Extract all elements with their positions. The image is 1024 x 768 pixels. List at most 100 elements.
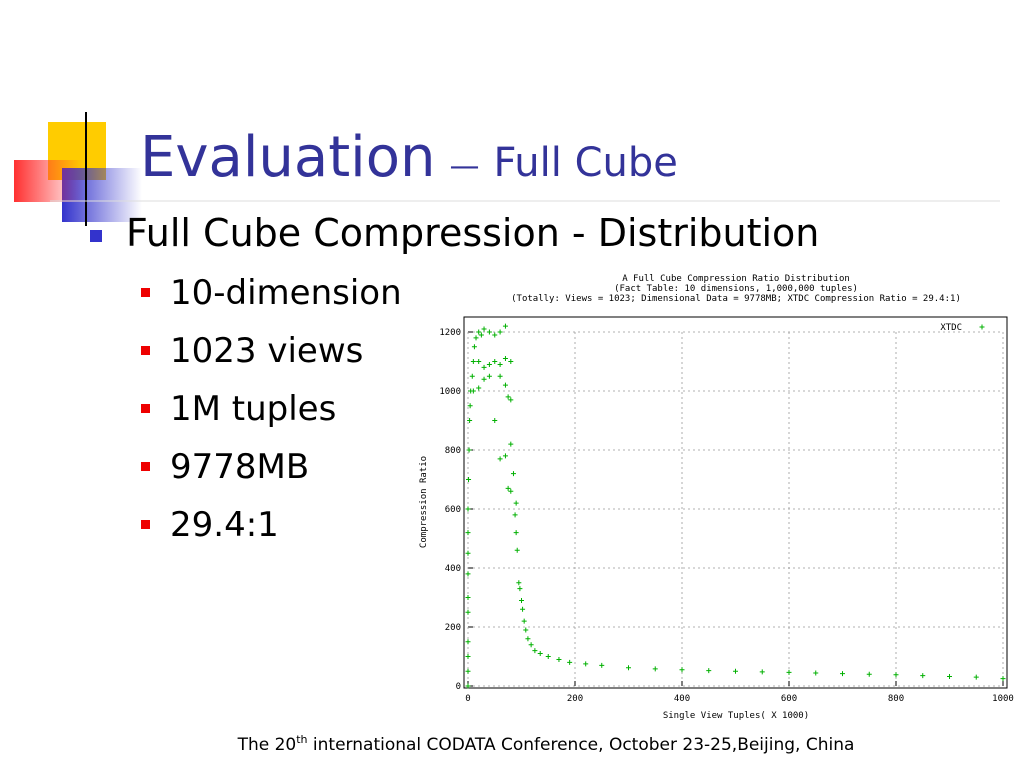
y-tick-label: 200 (445, 623, 461, 633)
point (497, 361, 503, 367)
point (517, 586, 523, 592)
subbullet-marker (141, 520, 150, 529)
point (893, 672, 899, 678)
point (497, 373, 503, 379)
footer: The 20th international CODATA Conference… (237, 733, 855, 755)
point (652, 666, 658, 672)
y-tick-label: 0 (456, 682, 461, 692)
point (508, 359, 514, 364)
point (465, 595, 471, 600)
chart-title: (Totally: Views = 1023; Dimensional Data… (511, 294, 961, 304)
point (502, 382, 508, 388)
decoration (14, 112, 1000, 226)
point (556, 656, 562, 662)
subbullet: 1M tuples (170, 389, 336, 429)
point (521, 618, 527, 624)
point (1000, 676, 1006, 682)
legend-marker (979, 324, 985, 330)
point (973, 674, 979, 680)
point (473, 335, 479, 341)
point (492, 359, 498, 364)
point (532, 648, 538, 654)
point (476, 359, 482, 364)
point (516, 580, 522, 586)
x-tick-label: 1000 (992, 694, 1014, 704)
point (465, 654, 471, 659)
point (520, 606, 526, 612)
point (759, 669, 765, 675)
point (505, 485, 511, 491)
point (476, 329, 482, 335)
point (465, 506, 471, 512)
subbullet-marker (141, 462, 150, 471)
subbullet: 10-dimension (170, 273, 402, 313)
point (512, 512, 518, 518)
point (508, 397, 514, 403)
point (492, 332, 498, 338)
subbullet-marker (141, 404, 150, 413)
point (465, 683, 471, 689)
point (467, 418, 473, 423)
x-tick-label: 600 (781, 694, 797, 704)
point (513, 500, 519, 506)
point (465, 668, 471, 674)
point (469, 373, 475, 379)
y-axis-label: Compression Ratio (419, 456, 429, 548)
subbullet: 1023 views (170, 331, 363, 371)
point (545, 654, 551, 659)
point (537, 651, 543, 657)
point (525, 636, 531, 642)
point (486, 329, 492, 335)
chart-title: (Fact Table: 10 dimensions, 1,000,000 tu… (614, 284, 858, 294)
bullet: Full Cube Compression - Distribution (126, 211, 819, 255)
plot-frame (463, 316, 1008, 689)
point (466, 477, 472, 482)
point (519, 597, 524, 603)
legend-label: XTDC (940, 323, 962, 333)
point (497, 329, 503, 335)
point (505, 394, 511, 400)
point (471, 344, 477, 350)
y-tick-label: 400 (445, 564, 461, 574)
point (502, 356, 508, 362)
point (492, 418, 498, 423)
subbullet: 29.4:1 (170, 505, 279, 545)
point (470, 388, 476, 394)
point (481, 376, 487, 382)
point (733, 668, 738, 674)
x-tick-label: 800 (888, 694, 904, 704)
point (478, 332, 484, 338)
point (467, 403, 473, 409)
point (465, 571, 471, 577)
point (486, 361, 492, 367)
point (599, 662, 605, 668)
y-tick-label: 600 (445, 505, 461, 515)
point (706, 668, 712, 674)
point (481, 364, 487, 370)
y-tick-label: 1000 (439, 387, 461, 397)
subbullet: 9778MB (170, 447, 309, 487)
subbullet-marker (141, 346, 150, 355)
point (513, 530, 519, 536)
point (508, 441, 514, 447)
subbullet-marker (141, 288, 150, 297)
point (470, 359, 476, 364)
point (465, 530, 471, 536)
point (528, 642, 534, 648)
point (508, 488, 514, 494)
point (514, 547, 520, 553)
chart-title: A Full Cube Compression Ratio Distributi… (622, 274, 850, 284)
point (502, 453, 508, 459)
point (465, 550, 471, 556)
slide-title: Evaluation — Full Cube (140, 125, 678, 190)
x-axis-label: Single View Tuples( X 1000) (663, 711, 809, 721)
point (813, 670, 819, 676)
point (947, 674, 952, 680)
bullet-marker (90, 230, 102, 242)
point (465, 639, 471, 645)
point (466, 447, 472, 453)
point (679, 667, 685, 673)
point (486, 373, 492, 379)
point (481, 326, 487, 332)
